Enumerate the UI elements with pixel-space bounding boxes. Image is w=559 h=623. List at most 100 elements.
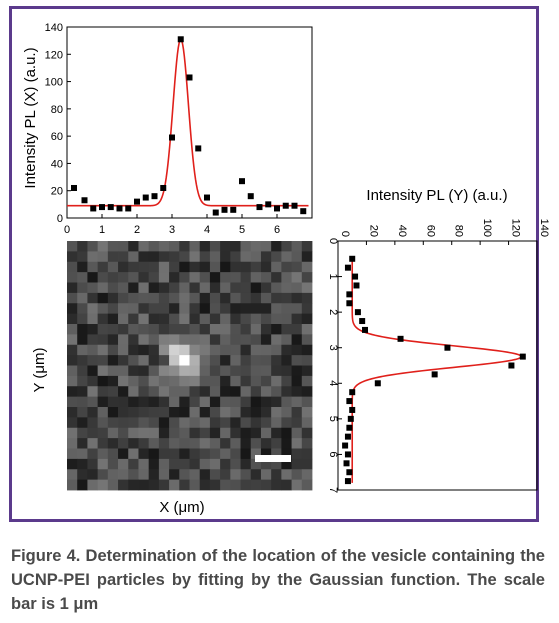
image-pixel (281, 458, 292, 470)
image-pixel (148, 407, 160, 418)
image-pixel (148, 448, 160, 460)
right-top-tick-label: 20 (367, 225, 379, 237)
image-pixel (230, 458, 241, 470)
image-pixel (97, 407, 109, 418)
image-pixel (148, 241, 160, 252)
image-pixel (199, 479, 211, 491)
image-x-axis-label: X (μm) (159, 499, 204, 516)
image-pixel (281, 417, 292, 429)
image-pixel (87, 344, 99, 356)
top-y-tick-label: 80 (51, 104, 63, 116)
image-pixel (271, 282, 282, 294)
image-pixel (118, 365, 129, 377)
image-pixel (97, 261, 109, 273)
image-pixel (169, 396, 180, 408)
right-data-point (346, 291, 353, 298)
image-pixel (107, 479, 119, 491)
image-pixel (67, 365, 78, 377)
image-pixel (301, 261, 313, 273)
image-pixel (148, 438, 160, 449)
image-pixel (148, 282, 160, 294)
image-pixel (179, 334, 190, 346)
image-pixel (87, 448, 99, 460)
image-pixel (220, 241, 231, 252)
image-pixel (77, 407, 88, 418)
image-pixel (230, 334, 241, 346)
image-pixel (209, 396, 221, 408)
image-pixel (179, 458, 190, 470)
image-pixel (179, 251, 190, 263)
right-data-point (342, 442, 349, 449)
image-pixel (158, 448, 170, 460)
image-pixel (67, 313, 78, 325)
image-pixel (209, 303, 221, 315)
image-pixel (67, 241, 78, 252)
image-pixel (169, 251, 180, 263)
image-pixel (169, 313, 180, 325)
image-pixel (250, 334, 262, 346)
image-pixel (107, 261, 119, 273)
top-data-point (99, 204, 105, 211)
image-pixel (199, 458, 211, 470)
image-pixel (189, 427, 201, 439)
image-pixel (138, 324, 150, 335)
image-pixel (87, 292, 99, 304)
image-pixel (107, 469, 119, 481)
image-pixel (260, 313, 272, 325)
image-pixel (118, 458, 129, 470)
image-pixel (179, 396, 190, 408)
image-pixel (291, 479, 303, 491)
image-pixel (118, 417, 129, 429)
image-pixel (158, 261, 170, 273)
image-pixel (250, 261, 262, 273)
image-pixel (189, 375, 201, 387)
image-pixel (87, 396, 99, 408)
top-data-point (247, 193, 254, 200)
image-pixel (301, 344, 313, 356)
top-x-tick-label: 3 (169, 224, 175, 236)
image-pixel (87, 313, 99, 325)
image-pixel (199, 272, 211, 283)
image-pixel (97, 324, 109, 335)
image-pixel (128, 292, 139, 304)
image-pixel (189, 324, 201, 335)
image-pixel (118, 251, 129, 263)
image-pixel (179, 303, 190, 315)
image-pixel (87, 324, 99, 335)
image-pixel (179, 241, 190, 252)
image-pixel (128, 365, 139, 377)
image-pixel (271, 469, 282, 481)
image-pixel (87, 272, 99, 283)
image-pixel (179, 313, 190, 325)
image-pixel (291, 438, 303, 449)
image-pixel (271, 375, 282, 387)
image-pixel (230, 272, 241, 283)
image-pixel (107, 355, 119, 366)
image-pixel (271, 458, 282, 470)
right-y-tick-label: 7 (327, 487, 339, 493)
image-pixel (240, 303, 252, 315)
image-pixel (230, 417, 241, 429)
image-pixel (250, 438, 262, 449)
image-pixel (87, 355, 99, 366)
image-pixel (271, 365, 282, 377)
image-pixel (199, 469, 211, 481)
top-x-tick-label: 1 (99, 224, 105, 236)
image-pixel (138, 251, 150, 263)
right-top-tick-label: 80 (453, 225, 465, 237)
image-pixel (291, 292, 303, 304)
image-pixel (260, 292, 272, 304)
image-pixel (87, 261, 99, 273)
top-data-point (177, 36, 184, 43)
image-pixel (118, 324, 129, 335)
image-pixel (128, 241, 139, 252)
image-pixel (158, 272, 170, 283)
image-pixel (118, 334, 129, 346)
image-pixel (77, 303, 88, 315)
image-pixel (138, 272, 150, 283)
image-pixel (271, 344, 282, 356)
microscope-image-panel: X (μm) Y (μm) (31, 241, 313, 516)
image-pixel (271, 479, 282, 491)
right-top-tick-label: 0 (339, 231, 351, 237)
right-data-point (431, 371, 438, 378)
